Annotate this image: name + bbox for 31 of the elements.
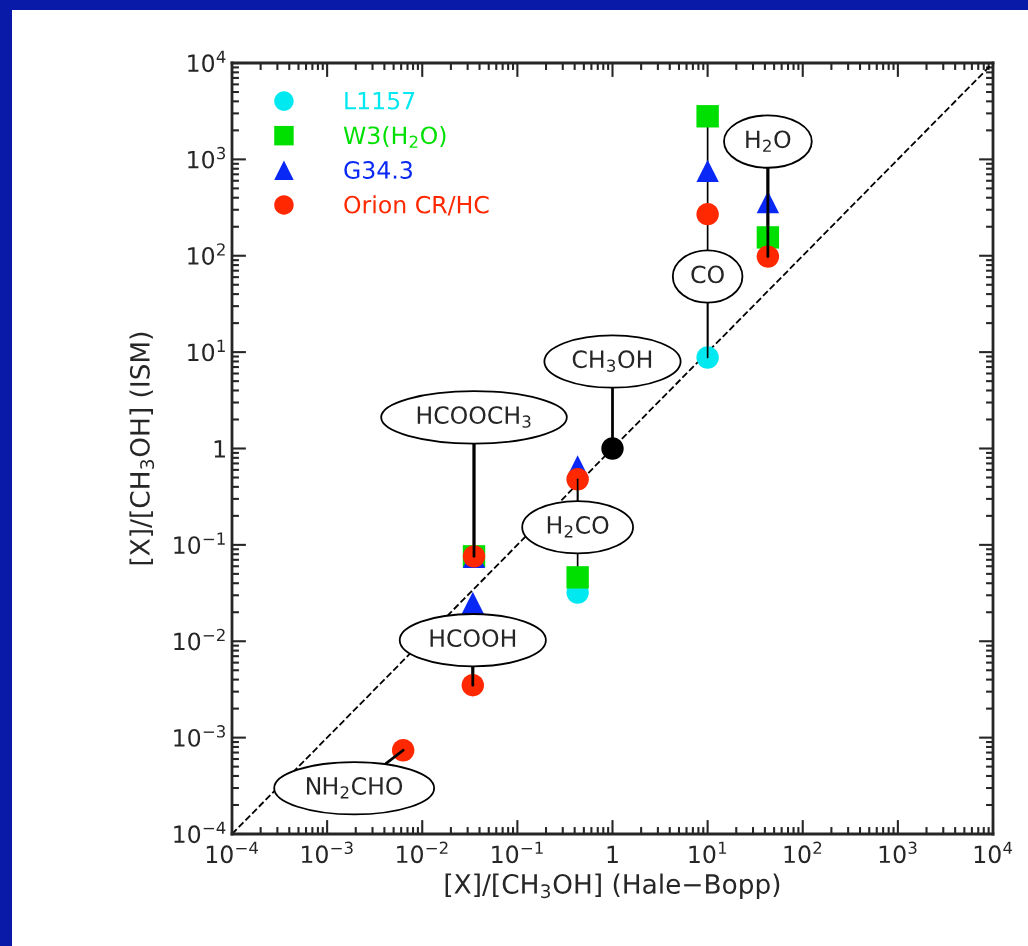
x-tick-label: 10$^{1}$ xyxy=(689,841,727,864)
y-tick-label: 10$^{3}$ xyxy=(188,146,226,169)
x-tick-label: 10$^{−4}$ xyxy=(206,841,258,864)
annotation: NH$_{2}$CHO xyxy=(307,777,403,799)
annotation: H$_{2}$CO xyxy=(547,516,609,538)
legend-label: W3(H$_{2}$O) xyxy=(343,125,446,148)
y-tick-label: 1 xyxy=(214,440,225,458)
y-tick-label: 10$^{2}$ xyxy=(188,243,225,265)
legend-label: L1157 xyxy=(345,92,415,110)
x-tick-label: 10$^{3}$ xyxy=(879,841,917,864)
x-tick-label: 10$^{−1}$ xyxy=(492,841,543,864)
annotation: CH$_{3}$OH xyxy=(572,350,652,372)
annotation: H$_{2}$O xyxy=(746,130,791,152)
x-tick-label: 10$^{4}$ xyxy=(974,841,1013,864)
y-tick-label: 10$^{−1}$ xyxy=(174,532,225,555)
y-axis-title: [X]/[CH$_{3}$OH] (ISM) xyxy=(129,332,155,565)
x-tick-label: 10$^{2}$ xyxy=(784,841,822,864)
x-tick-label: 10$^{−2}$ xyxy=(397,841,448,864)
annotation: HCOOH xyxy=(430,629,516,648)
legend-label: Orion CR/HC xyxy=(344,195,489,216)
legend-label: G34.3 xyxy=(344,161,412,179)
y-tick-label: 10$^{−2}$ xyxy=(174,628,225,651)
annotation: CO xyxy=(691,265,724,284)
annotation: HCOOCH$_{3}$ xyxy=(417,406,531,428)
y-tick-label: 10$^{−3}$ xyxy=(174,725,225,747)
x-tick-label: 10$^{−3}$ xyxy=(301,841,353,864)
x-axis-title: [X]/[CH$_{3}$OH] (Hale−Bopp) xyxy=(445,873,780,900)
y-tick-label: 10$^{4}$ xyxy=(188,50,226,73)
y-tick-label: 10$^{−4}$ xyxy=(174,821,226,844)
x-tick-label: 1 xyxy=(607,845,618,864)
y-tick-label: 10$^{1}$ xyxy=(188,339,225,362)
